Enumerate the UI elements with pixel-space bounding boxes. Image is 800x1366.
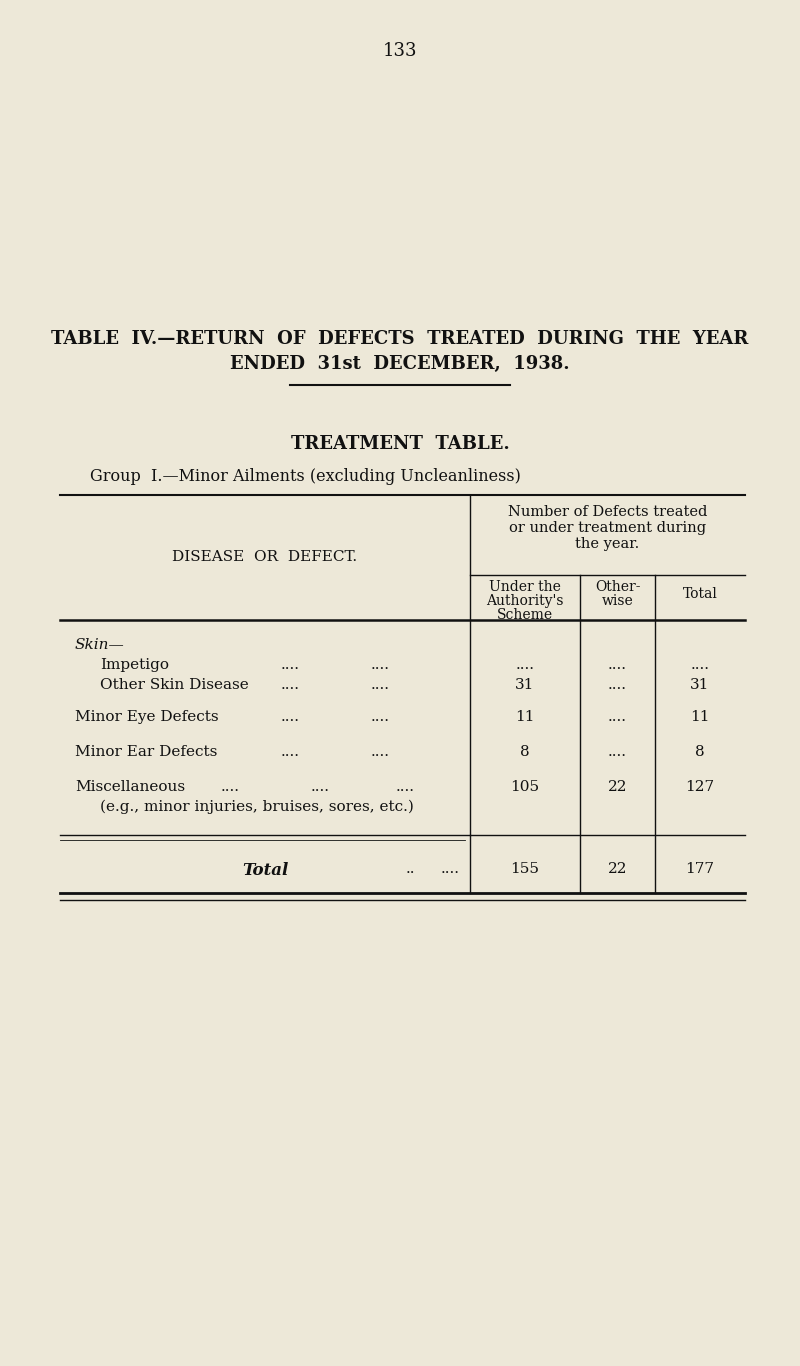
Text: Skin—: Skin— (75, 638, 125, 652)
Text: 8: 8 (695, 744, 705, 759)
Text: Under the: Under the (489, 581, 561, 594)
Text: 31: 31 (515, 678, 534, 693)
Text: 177: 177 (686, 862, 714, 876)
Text: 11: 11 (515, 710, 534, 724)
Text: (e.g., minor injuries, bruises, sores, etc.): (e.g., minor injuries, bruises, sores, e… (100, 800, 414, 814)
Text: 155: 155 (510, 862, 539, 876)
Text: ....: .... (281, 658, 299, 672)
Text: Total: Total (682, 587, 718, 601)
Text: Minor Eye Defects: Minor Eye Defects (75, 710, 218, 724)
Text: ....: .... (395, 780, 414, 794)
Text: Scheme: Scheme (497, 608, 553, 622)
Text: 31: 31 (690, 678, 710, 693)
Text: 22: 22 (608, 780, 627, 794)
Text: ENDED  31st  DECEMBER,  1938.: ENDED 31st DECEMBER, 1938. (230, 355, 570, 373)
Text: ....: .... (608, 678, 627, 693)
Text: ....: .... (370, 678, 390, 693)
Text: ....: .... (608, 744, 627, 759)
Text: the year.: the year. (575, 537, 640, 550)
Text: ....: .... (370, 658, 390, 672)
Text: ....: .... (515, 658, 534, 672)
Text: ..: .. (406, 862, 414, 876)
Text: Impetigo: Impetigo (100, 658, 169, 672)
Text: Number of Defects treated: Number of Defects treated (508, 505, 707, 519)
Text: 22: 22 (608, 862, 627, 876)
Text: ....: .... (370, 710, 390, 724)
Text: ....: .... (281, 678, 299, 693)
Text: ....: .... (310, 780, 330, 794)
Text: Total: Total (242, 862, 288, 878)
Text: Authority's: Authority's (486, 594, 564, 608)
Text: ....: .... (281, 744, 299, 759)
Text: 127: 127 (686, 780, 714, 794)
Text: 11: 11 (690, 710, 710, 724)
Text: ....: .... (370, 744, 390, 759)
Text: ....: .... (281, 710, 299, 724)
Text: TREATMENT  TABLE.: TREATMENT TABLE. (290, 434, 510, 454)
Text: 8: 8 (520, 744, 530, 759)
Text: ....: .... (608, 710, 627, 724)
Text: ....: .... (690, 658, 710, 672)
Text: ....: .... (221, 780, 239, 794)
Text: 133: 133 (382, 42, 418, 60)
Text: Group  I.—Minor Ailments (excluding Uncleanliness): Group I.—Minor Ailments (excluding Uncle… (90, 469, 521, 485)
Text: DISEASE  OR  DEFECT.: DISEASE OR DEFECT. (173, 550, 358, 564)
Text: 105: 105 (510, 780, 539, 794)
Text: TABLE  IV.—RETURN  OF  DEFECTS  TREATED  DURING  THE  YEAR: TABLE IV.—RETURN OF DEFECTS TREATED DURI… (51, 331, 749, 348)
Text: Miscellaneous: Miscellaneous (75, 780, 185, 794)
Text: ....: .... (441, 862, 459, 876)
Text: Minor Ear Defects: Minor Ear Defects (75, 744, 218, 759)
Text: Other-: Other- (594, 581, 640, 594)
Text: ....: .... (608, 658, 627, 672)
Text: or under treatment during: or under treatment during (509, 520, 706, 535)
Text: wise: wise (602, 594, 634, 608)
Text: Other Skin Disease: Other Skin Disease (100, 678, 249, 693)
